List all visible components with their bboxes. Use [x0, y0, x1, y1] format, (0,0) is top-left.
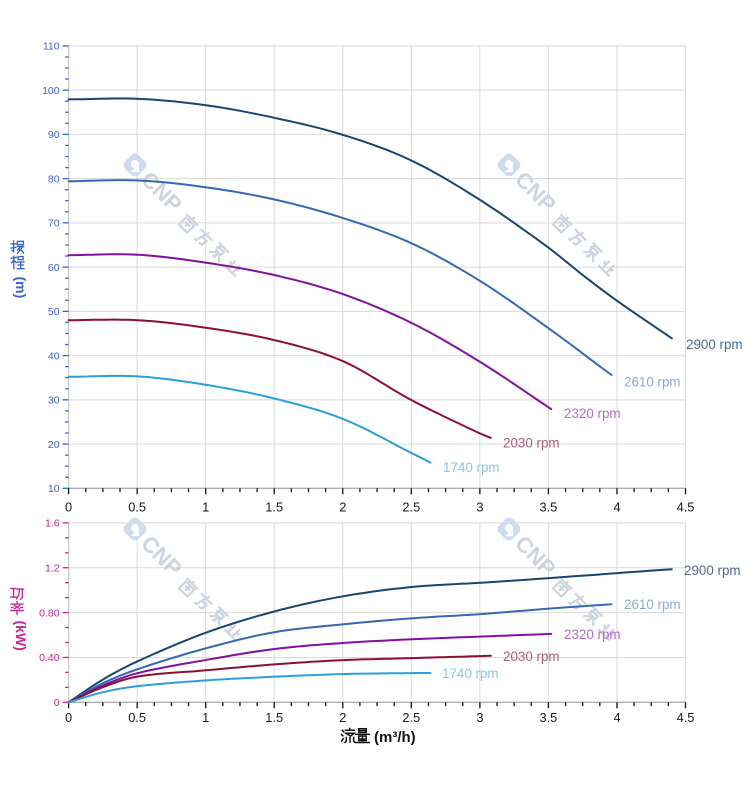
- svg-text:0.5: 0.5: [128, 710, 146, 725]
- svg-text:0.80: 0.80: [39, 607, 60, 619]
- svg-text:70: 70: [48, 218, 60, 230]
- svg-text:2.5: 2.5: [402, 710, 420, 725]
- svg-text:80: 80: [48, 173, 60, 185]
- svg-text:3: 3: [476, 710, 483, 725]
- svg-text:90: 90: [48, 129, 60, 141]
- svg-text:2610 rpm: 2610 rpm: [624, 597, 681, 612]
- svg-text:110: 110: [43, 41, 60, 53]
- svg-text:2610 rpm: 2610 rpm: [624, 375, 681, 390]
- svg-text:2: 2: [339, 710, 346, 725]
- svg-text:4: 4: [613, 499, 620, 514]
- svg-text:1.2: 1.2: [45, 563, 60, 575]
- svg-text:0.5: 0.5: [128, 499, 146, 514]
- svg-text:3.5: 3.5: [540, 710, 558, 725]
- svg-text:2030 rpm: 2030 rpm: [503, 649, 560, 664]
- svg-text:50: 50: [48, 306, 60, 318]
- svg-text:1: 1: [202, 710, 209, 725]
- svg-text:3: 3: [476, 499, 483, 514]
- svg-text:1740 rpm: 1740 rpm: [442, 666, 499, 681]
- svg-text:4.5: 4.5: [677, 499, 695, 514]
- svg-text:20: 20: [48, 439, 60, 451]
- svg-text:4.5: 4.5: [677, 710, 695, 725]
- svg-text:4: 4: [613, 710, 620, 725]
- svg-text:30: 30: [48, 395, 60, 407]
- svg-text:0: 0: [54, 697, 60, 709]
- svg-text:2320 rpm: 2320 rpm: [564, 627, 621, 642]
- svg-text:100: 100: [42, 85, 60, 97]
- svg-text:0.40: 0.40: [39, 652, 60, 664]
- svg-text:2.5: 2.5: [402, 499, 420, 514]
- svg-text:1.5: 1.5: [265, 710, 283, 725]
- svg-text:2030 rpm: 2030 rpm: [503, 436, 560, 451]
- svg-text:3.5: 3.5: [540, 499, 558, 514]
- svg-text:2320 rpm: 2320 rpm: [564, 406, 621, 421]
- svg-text:1: 1: [202, 499, 209, 514]
- svg-text:(m): (m): [13, 277, 29, 299]
- svg-text:40: 40: [48, 350, 60, 362]
- svg-text:1740 rpm: 1740 rpm: [443, 460, 500, 475]
- svg-text:(kW): (kW): [13, 621, 29, 651]
- svg-text:0: 0: [65, 710, 72, 725]
- svg-text:2900 rpm: 2900 rpm: [684, 563, 741, 578]
- svg-text:1.5: 1.5: [265, 499, 283, 514]
- svg-text:1.6: 1.6: [45, 518, 60, 530]
- svg-text:10: 10: [48, 483, 60, 495]
- svg-text:(m³/h): (m³/h): [374, 729, 416, 746]
- svg-text:2900 rpm: 2900 rpm: [686, 337, 743, 352]
- svg-text:2: 2: [339, 499, 346, 514]
- svg-text:0: 0: [65, 499, 72, 514]
- svg-text:60: 60: [48, 262, 60, 274]
